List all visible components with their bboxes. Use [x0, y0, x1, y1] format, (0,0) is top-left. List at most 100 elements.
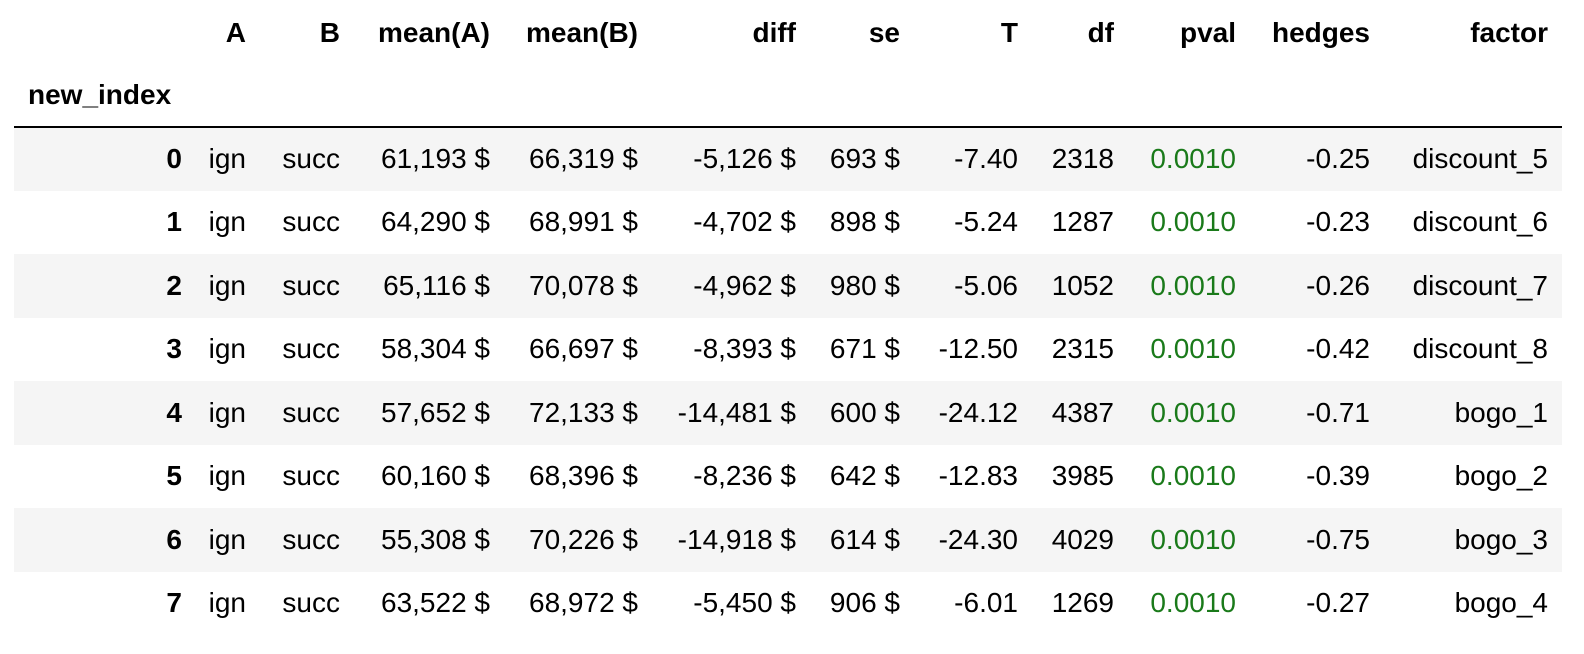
- cell-factor: discount_8: [1412, 333, 1548, 365]
- cell-se: 906 $: [829, 587, 900, 619]
- table-row: 3 ign succ 58,304 $ 66,697 $ -8,393 $ 671 $ -12…: [14, 318, 1562, 382]
- cell-se: 642 $: [829, 460, 900, 492]
- column-header-row: A B mean(A) mean(B) diff se T df pval he…: [14, 2, 1562, 64]
- row-index: 0: [14, 126, 196, 191]
- cell-t: -24.30: [938, 523, 1018, 555]
- cell-mean-b: 68,972 $: [529, 587, 638, 619]
- cell-mean-a: 58,304 $: [381, 333, 490, 365]
- cell-b: succ: [282, 587, 340, 619]
- cell-se: 693 $: [810, 126, 914, 191]
- cell-a: ign: [208, 587, 246, 619]
- row-index: 5: [166, 460, 182, 492]
- cell-pval: 0.0010: [1150, 523, 1236, 555]
- cell-hedges: -0.75: [1306, 523, 1370, 555]
- cell-b: succ: [282, 460, 340, 492]
- cell-diff: -14,918 $: [677, 523, 796, 555]
- cell-b: succ: [282, 269, 340, 301]
- cell-se: 614 $: [829, 523, 900, 555]
- cell-t: -5.24: [954, 206, 1018, 238]
- row-index: 4: [166, 396, 182, 428]
- cell-pval: 0.0010: [1150, 333, 1236, 365]
- cell-df: 4387: [1051, 396, 1114, 428]
- cell-hedges: -0.71: [1306, 396, 1370, 428]
- cell-mean-a: 57,652 $: [381, 396, 490, 428]
- row-index: 3: [166, 333, 182, 365]
- cell-a: ign: [208, 396, 246, 428]
- cell-a: ign: [208, 269, 246, 301]
- cell-mean-b: 68,991 $: [529, 206, 638, 238]
- cell-diff: -8,393 $: [693, 333, 796, 365]
- table-row: 5 ign succ 60,160 $ 68,396 $ -8,236 $ 642 $ -12…: [14, 445, 1562, 509]
- cell-b: succ: [282, 333, 340, 365]
- cell-se: 671 $: [829, 333, 900, 365]
- row-index: 1: [166, 206, 182, 238]
- cell-b: succ: [260, 126, 354, 191]
- column-header: diff: [752, 17, 796, 48]
- cell-df: 1269: [1051, 587, 1114, 619]
- cell-mean-a: 65,116 $: [383, 269, 490, 301]
- cell-df: 1052: [1051, 269, 1114, 301]
- cell-diff: -5,450 $: [693, 587, 796, 619]
- cell-t: -7.40: [914, 126, 1032, 191]
- cell-factor: bogo_4: [1454, 587, 1548, 619]
- cell-hedges: -0.39: [1306, 460, 1370, 492]
- column-header: A: [225, 17, 246, 48]
- cell-a: ign: [208, 523, 246, 555]
- cell-factor: discount_7: [1412, 269, 1548, 301]
- index-name-header: new_index: [28, 79, 172, 110]
- cell-t: -5.06: [954, 269, 1018, 301]
- cell-hedges: -0.27: [1306, 587, 1370, 619]
- cell-mean-a: 60,160 $: [381, 460, 490, 492]
- cell-t: -12.83: [938, 460, 1018, 492]
- cell-diff: -8,236 $: [693, 460, 796, 492]
- cell-df: 4029: [1051, 523, 1114, 555]
- table-row: 4 ign succ 57,652 $ 72,133 $ -14,481 $ 600 $ -2…: [14, 381, 1562, 445]
- cell-mean-a: 64,290 $: [381, 206, 490, 238]
- cell-mean-a: 55,308 $: [381, 523, 490, 555]
- column-header: mean(B): [525, 17, 638, 48]
- column-header: df: [1087, 17, 1114, 48]
- cell-factor: bogo_3: [1454, 523, 1548, 555]
- cell-mean-b: 66,319 $: [504, 126, 652, 191]
- cell-factor: bogo_1: [1454, 396, 1548, 428]
- cell-diff: -14,481 $: [677, 396, 796, 428]
- row-index: 2: [166, 269, 182, 301]
- cell-pval: 0.0010: [1150, 269, 1236, 301]
- cell-a: ign: [208, 460, 246, 492]
- cell-mean-a: 63,522 $: [381, 587, 490, 619]
- cell-hedges: -0.42: [1306, 333, 1370, 365]
- cell-mean-b: 68,396 $: [529, 460, 638, 492]
- cell-diff: -4,962 $: [693, 269, 796, 301]
- cell-pval: 0.0010: [1150, 396, 1236, 428]
- cell-factor: discount_5: [1384, 126, 1562, 191]
- table-row: 6 ign succ 55,308 $ 70,226 $ -14,918 $ 614 $ -2…: [14, 508, 1562, 572]
- cell-se: 980 $: [829, 269, 900, 301]
- column-header: factor: [1470, 17, 1548, 48]
- cell-mean-b: 70,078 $: [529, 269, 638, 301]
- index-header-spacer: [196, 64, 1562, 127]
- cell-pval: 0.0010: [1128, 126, 1250, 191]
- column-header: T: [1000, 17, 1018, 48]
- table-row: 0 ign succ 61,193 $66,319 $ -5,126 $693 $ -7.…: [14, 126, 1562, 191]
- table-body: 0 ign succ 61,193 $66,319 $ -5,126 $693 $ -7.…: [14, 126, 1562, 636]
- cell-t: -6.01: [954, 587, 1018, 619]
- cell-mean-b: 70,226 $: [529, 523, 638, 555]
- cell-mean-b: 72,133 $: [529, 396, 638, 428]
- column-header: B: [319, 17, 340, 48]
- cell-mean-b: 66,697 $: [529, 333, 638, 365]
- cell-t: -12.50: [938, 333, 1018, 365]
- column-header: se: [868, 17, 900, 48]
- cell-df: 2315: [1051, 333, 1114, 365]
- cell-pval: 0.0010: [1150, 206, 1236, 238]
- cell-hedges: -0.26: [1306, 269, 1370, 301]
- cell-diff: -5,126 $: [652, 126, 810, 191]
- cell-df: 1287: [1051, 206, 1114, 238]
- column-header: hedges: [1271, 17, 1370, 48]
- cell-se: 600 $: [829, 396, 900, 428]
- cell-t: -24.12: [938, 396, 1018, 428]
- column-header: mean(A): [377, 17, 490, 48]
- table-row: 2 ign succ 65,116 $ 70,078 $ -4,962 $ 980 $ -5.…: [14, 254, 1562, 318]
- table-row: 7 ign succ 63,522 $ 68,972 $ -5,450 $ 906 $ -6.…: [14, 572, 1562, 636]
- index-header-row: new_index: [14, 64, 1562, 127]
- cell-df: 2318: [1032, 126, 1128, 191]
